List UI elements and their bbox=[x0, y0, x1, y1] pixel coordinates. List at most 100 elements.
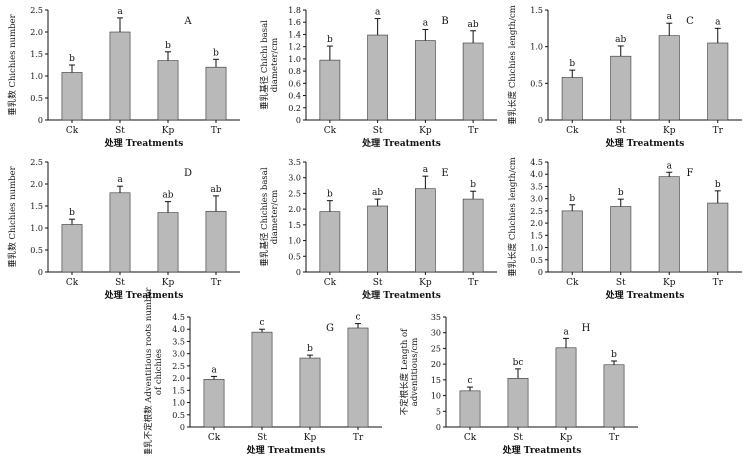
y-tick-label: 1.0 bbox=[288, 55, 301, 64]
y-axis-title: adventitious/cm bbox=[410, 338, 420, 407]
y-tick-label: 0.5 bbox=[530, 79, 543, 88]
significance-label: a bbox=[375, 8, 381, 18]
panel-letter: E bbox=[441, 168, 448, 179]
y-tick-label: 15 bbox=[431, 376, 441, 385]
y-axis-title: 垂乳基径 Chichies basal bbox=[259, 167, 270, 266]
x-category-label: Kp bbox=[419, 278, 432, 288]
x-category-label: Tr bbox=[713, 278, 724, 288]
y-tick-label: 10 bbox=[431, 392, 441, 401]
significance-label: a bbox=[423, 19, 429, 29]
x-category-label: St bbox=[616, 126, 626, 136]
x-axis-title: 处理 Treatments bbox=[361, 289, 441, 301]
y-tick-label: 0 bbox=[180, 423, 185, 432]
y-tick-label: 1.5 bbox=[288, 221, 301, 230]
y-tick-label: 0.6 bbox=[288, 79, 301, 88]
bar-ck bbox=[61, 224, 83, 273]
x-category-label: Kp bbox=[304, 433, 317, 443]
y-tick-label: 1.5 bbox=[530, 6, 543, 15]
y-tick-label: 2.0 bbox=[288, 205, 301, 214]
panel-letter: G bbox=[326, 323, 334, 334]
bar-st bbox=[109, 31, 131, 121]
significance-label: b bbox=[715, 180, 721, 190]
y-axis-title: 垂乳长度 Chichies length/cm bbox=[507, 5, 518, 125]
bar-st bbox=[251, 331, 273, 428]
y-tick-label: 2.0 bbox=[530, 219, 543, 228]
x-category-label: Ck bbox=[324, 278, 337, 288]
y-tick-label: 2.5 bbox=[30, 6, 43, 15]
y-tick-label: 3.5 bbox=[288, 158, 301, 167]
y-axis-title: 不定根长度 Length of bbox=[399, 328, 410, 416]
chart-panel-h: 0 5 10 15 20 25 30 35 c Ck bc St a Kp b Tr 处理 Treatments… bbox=[399, 313, 638, 456]
y-tick-label: 0 bbox=[538, 268, 543, 277]
bar-kp bbox=[415, 188, 436, 273]
significance-label: b bbox=[618, 188, 624, 198]
chart-panel-e: 0 0.5 1.0 1.5 2.0 2.5 3.0 3.5 b Ck ab St a Kp b Tr 处理 Tr… bbox=[259, 158, 497, 301]
bar-st bbox=[367, 34, 388, 121]
y-tick-label: 4.0 bbox=[530, 170, 543, 179]
x-category-label: St bbox=[513, 433, 523, 443]
y-tick-label: 0 bbox=[296, 268, 301, 277]
significance-label: b bbox=[611, 350, 617, 360]
y-tick-label: 0.5 bbox=[288, 252, 301, 261]
x-axis-title: 处理 Treatments bbox=[605, 137, 685, 149]
significance-label: a bbox=[715, 17, 721, 27]
y-tick-label: 1.0 bbox=[288, 237, 301, 246]
x-category-label: St bbox=[373, 126, 383, 136]
y-tick-label: 4.5 bbox=[172, 313, 185, 322]
bar-tr bbox=[707, 42, 729, 121]
x-category-label: Kp bbox=[560, 433, 573, 443]
x-category-label: Kp bbox=[663, 126, 676, 136]
y-tick-label: 2.5 bbox=[530, 207, 543, 216]
bar-st bbox=[610, 55, 632, 121]
significance-label: b bbox=[69, 54, 75, 64]
y-tick-label: 3.0 bbox=[530, 195, 543, 204]
y-tick-label: 4.5 bbox=[530, 158, 543, 167]
bar-ck bbox=[203, 379, 225, 428]
panel-letter: F bbox=[687, 168, 694, 179]
x-axis-title: 处理 Treatments bbox=[104, 137, 184, 149]
bar-ck bbox=[319, 211, 341, 273]
panel-letter: B bbox=[441, 16, 448, 27]
y-tick-label: 0 bbox=[436, 423, 441, 432]
y-tick-label: 5 bbox=[436, 407, 441, 416]
y-axis-title: 垂乳不定根数 Adventitious roots number bbox=[143, 287, 154, 454]
y-tick-label: 1.6 bbox=[288, 18, 301, 27]
y-tick-label: 0 bbox=[538, 116, 543, 125]
y-tick-label: 0.5 bbox=[30, 94, 43, 103]
bar-st bbox=[507, 377, 529, 428]
y-axis-title: diameter/cm bbox=[270, 38, 280, 93]
significance-label: a bbox=[117, 175, 123, 185]
significance-label: bc bbox=[513, 358, 524, 368]
x-category-label: Ck bbox=[208, 433, 221, 443]
significance-label: b bbox=[165, 41, 171, 51]
x-axis-title: 处理 Treatments bbox=[605, 289, 685, 301]
x-category-label: Tr bbox=[713, 126, 724, 136]
x-category-label: Ck bbox=[66, 126, 79, 136]
x-category-label: Tr bbox=[468, 126, 479, 136]
y-tick-label: 0 bbox=[38, 116, 43, 125]
significance-label: b bbox=[307, 344, 313, 354]
y-axis-title: diameter/cm bbox=[270, 190, 280, 245]
bar-kp bbox=[415, 40, 436, 121]
x-category-label: St bbox=[616, 278, 626, 288]
chart-panel-g: 0 0.5 1.0 1.5 2.0 2.5 3.0 3.5 4.0 4.5 a Ck c St b Kp c Tr… bbox=[143, 287, 382, 456]
y-tick-label: 3.0 bbox=[172, 350, 185, 359]
significance-label: a bbox=[667, 161, 673, 171]
x-category-label: Kp bbox=[162, 126, 175, 136]
significance-label: a bbox=[667, 12, 673, 22]
bar-kp bbox=[555, 347, 577, 428]
y-tick-label: 2.0 bbox=[30, 28, 43, 37]
y-tick-label: 1.5 bbox=[172, 386, 185, 395]
x-category-label: St bbox=[115, 278, 125, 288]
significance-label: ab bbox=[468, 20, 479, 30]
y-tick-label: 1.8 bbox=[288, 6, 301, 15]
x-category-label: Ck bbox=[566, 126, 579, 136]
x-category-label: Kp bbox=[419, 126, 432, 136]
bar-st bbox=[109, 192, 131, 273]
significance-label: b bbox=[327, 190, 333, 200]
y-tick-label: 4.0 bbox=[172, 325, 185, 334]
y-tick-label: 1.5 bbox=[30, 50, 43, 59]
x-category-label: Tr bbox=[468, 278, 479, 288]
significance-label: c bbox=[355, 313, 360, 323]
